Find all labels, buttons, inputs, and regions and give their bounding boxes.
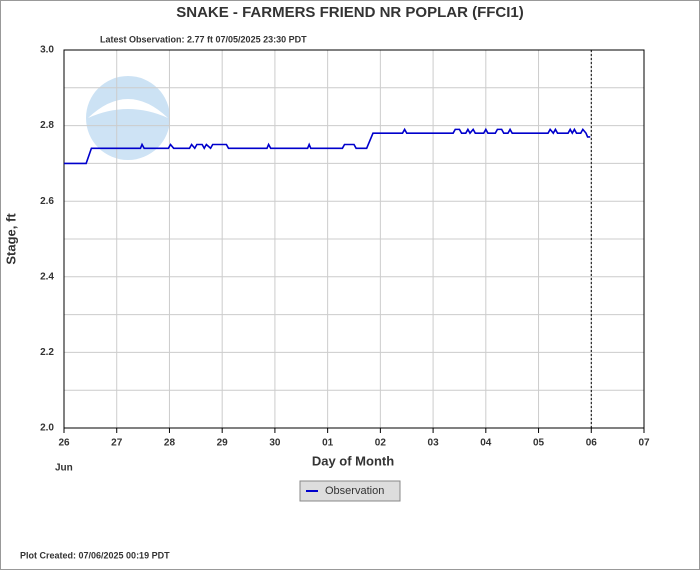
legend-label: Observation [325, 485, 384, 497]
x-tick-label: 26 [58, 438, 70, 449]
x-tick-label: 05 [533, 438, 545, 449]
y-tick-label: 3.0 [40, 45, 54, 56]
plot-area [63, 49, 645, 429]
y-tick-label: 2.8 [40, 120, 54, 131]
chart-title: SNAKE - FARMERS FRIEND NR POPLAR (FFCI1) [176, 4, 524, 21]
x-tick-label: 02 [375, 438, 387, 449]
subtitle: Latest Observation: 2.77 ft 07/05/2025 2… [100, 34, 307, 44]
x-tick-label: 04 [480, 438, 492, 449]
y-tick-label: 2.2 [40, 347, 54, 358]
x-tick-label: 30 [269, 438, 281, 449]
x-tick-label: 01 [322, 438, 334, 449]
legend-box [299, 480, 401, 502]
x-tick-label: 29 [217, 438, 229, 449]
y-tick-label: 2.0 [40, 423, 54, 434]
x-tick-label: 06 [586, 438, 598, 449]
x-tick-label: 07 [638, 438, 650, 449]
series-line [64, 127, 591, 165]
x-tick-label: 03 [428, 438, 440, 449]
y-axis-label: Stage, ft [3, 213, 18, 265]
x-tick-label: 27 [111, 438, 123, 449]
y-tick-label: 2.6 [40, 196, 54, 207]
x-tick-label: 28 [164, 438, 176, 449]
legend: Observation [299, 480, 401, 502]
y-tick-label: 2.4 [40, 271, 54, 282]
footer: Plot Created: 07/06/2025 00:19 PDT [20, 550, 170, 560]
x-axis-label: Day of Month [312, 453, 394, 468]
x-sublabel: Jun [55, 463, 73, 474]
noaa-logo [86, 76, 170, 160]
